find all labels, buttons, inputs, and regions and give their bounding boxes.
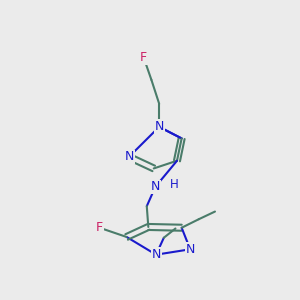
Text: N: N bbox=[185, 243, 195, 256]
Text: N: N bbox=[124, 150, 134, 164]
Text: N: N bbox=[152, 248, 161, 261]
Text: H: H bbox=[170, 178, 178, 191]
Text: N: N bbox=[154, 120, 164, 134]
Text: F: F bbox=[140, 51, 147, 64]
Text: F: F bbox=[96, 221, 103, 234]
Text: N: N bbox=[151, 180, 160, 194]
